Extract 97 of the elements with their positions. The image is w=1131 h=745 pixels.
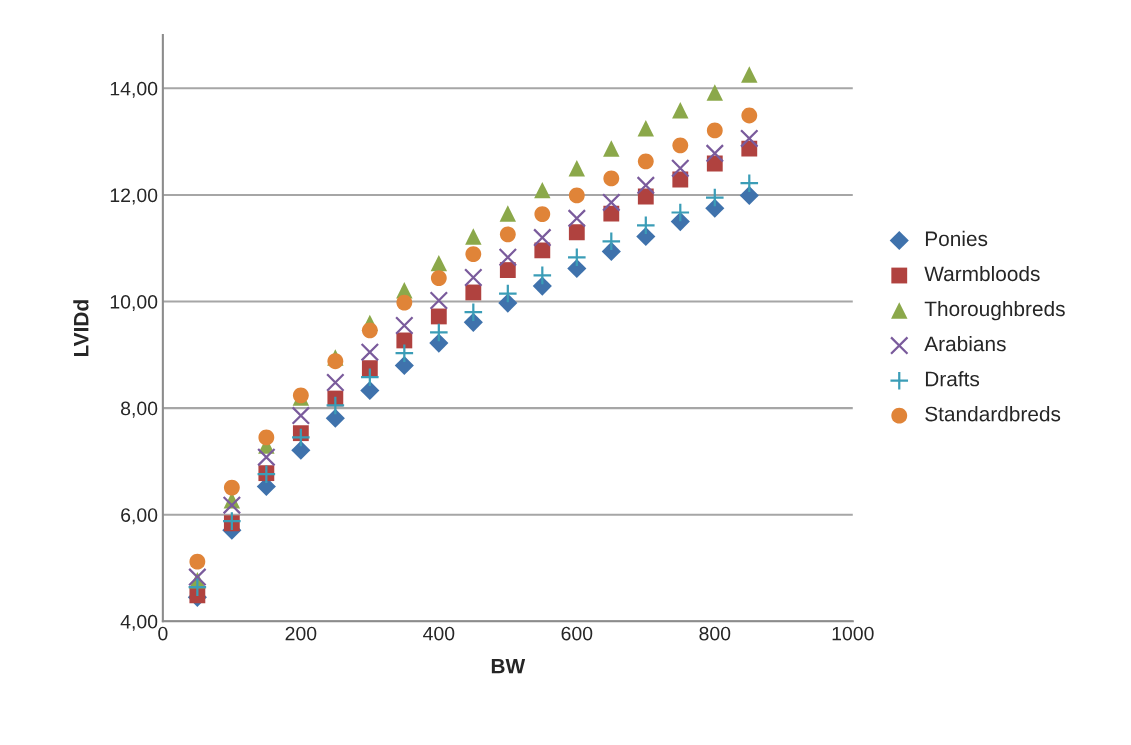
- point: [741, 66, 758, 83]
- point: [360, 380, 380, 401]
- point: [430, 254, 448, 272]
- point: [325, 395, 346, 416]
- point: [465, 228, 482, 245]
- point: [534, 181, 551, 199]
- point: [566, 247, 587, 268]
- point: [601, 193, 621, 212]
- point: [465, 246, 482, 262]
- point: [741, 107, 758, 124]
- point: [534, 206, 551, 223]
- point: [187, 577, 208, 598]
- y-axis-title: LVIDd: [73, 300, 89, 357]
- y-tick-label: 12,00: [110, 188, 158, 205]
- point: [498, 247, 518, 267]
- x-tick-label: 0: [158, 626, 168, 641]
- x-tick-label: 200: [285, 626, 317, 641]
- point: [534, 242, 551, 259]
- point: [670, 158, 690, 178]
- point: [601, 231, 622, 252]
- point: [429, 291, 449, 310]
- point: [739, 173, 760, 194]
- point: [603, 140, 620, 157]
- point: [497, 283, 518, 304]
- point: [325, 408, 345, 428]
- point: [463, 312, 483, 332]
- point: [601, 241, 621, 261]
- point: [706, 122, 723, 139]
- point: [532, 265, 553, 286]
- point: [498, 293, 518, 313]
- point: [636, 226, 656, 247]
- y-tick-label: 6,00: [121, 508, 158, 525]
- point: [465, 284, 482, 301]
- point: [637, 153, 654, 170]
- point: [635, 215, 656, 236]
- point: [326, 373, 345, 392]
- point: [704, 187, 725, 208]
- point: [394, 355, 414, 376]
- point: [396, 294, 413, 311]
- point: [705, 144, 725, 163]
- y-tick-label: 4,00: [120, 614, 158, 631]
- point: [257, 447, 276, 467]
- point: [672, 137, 689, 154]
- legend-label: Ponies: [925, 230, 988, 247]
- point: [636, 176, 656, 195]
- legend-label: Thoroughbreds: [924, 300, 1065, 321]
- point: [361, 322, 378, 339]
- legend-label: Warmbloods: [924, 265, 1040, 282]
- point: [568, 160, 586, 177]
- point: [532, 228, 552, 247]
- y-tick-label: 10,00: [110, 294, 158, 312]
- point: [359, 367, 380, 388]
- point: [567, 258, 587, 279]
- point: [705, 198, 725, 218]
- point: [430, 308, 447, 325]
- point: [395, 316, 414, 335]
- point: [739, 129, 759, 148]
- point: [360, 342, 380, 362]
- legend-label: Drafts: [925, 371, 980, 387]
- point: [429, 333, 449, 353]
- point: [223, 479, 240, 496]
- point: [706, 84, 724, 101]
- point: [290, 427, 311, 448]
- point: [258, 429, 275, 446]
- point: [568, 224, 585, 241]
- point: [189, 553, 206, 570]
- point: [499, 205, 517, 222]
- x-tick-label: 600: [561, 626, 593, 641]
- point: [291, 440, 311, 460]
- point: [568, 187, 585, 204]
- point: [637, 120, 655, 137]
- point: [291, 406, 311, 425]
- point: [430, 270, 447, 286]
- point: [670, 202, 691, 223]
- y-tick-label: 14,00: [110, 81, 158, 98]
- point: [222, 495, 242, 515]
- point: [463, 302, 484, 323]
- legend-label: Standardbreds: [925, 406, 1061, 422]
- point: [672, 101, 689, 119]
- point: [394, 343, 415, 364]
- legend-label: Arabians: [924, 335, 1006, 352]
- point: [499, 226, 516, 243]
- point: [739, 185, 759, 206]
- point: [499, 262, 516, 278]
- point: [603, 170, 620, 187]
- point: [188, 567, 207, 587]
- x-tick-label: 800: [699, 626, 731, 641]
- point: [464, 268, 483, 287]
- point: [396, 332, 413, 349]
- x-tick-label: 400: [423, 626, 455, 641]
- point: [428, 322, 449, 343]
- x-axis-title: BW: [491, 658, 526, 674]
- point: [532, 276, 552, 296]
- y-tick-label: 8,00: [121, 401, 158, 418]
- point: [567, 209, 587, 228]
- point: [361, 360, 378, 377]
- x-tick-label: 1000: [832, 626, 874, 641]
